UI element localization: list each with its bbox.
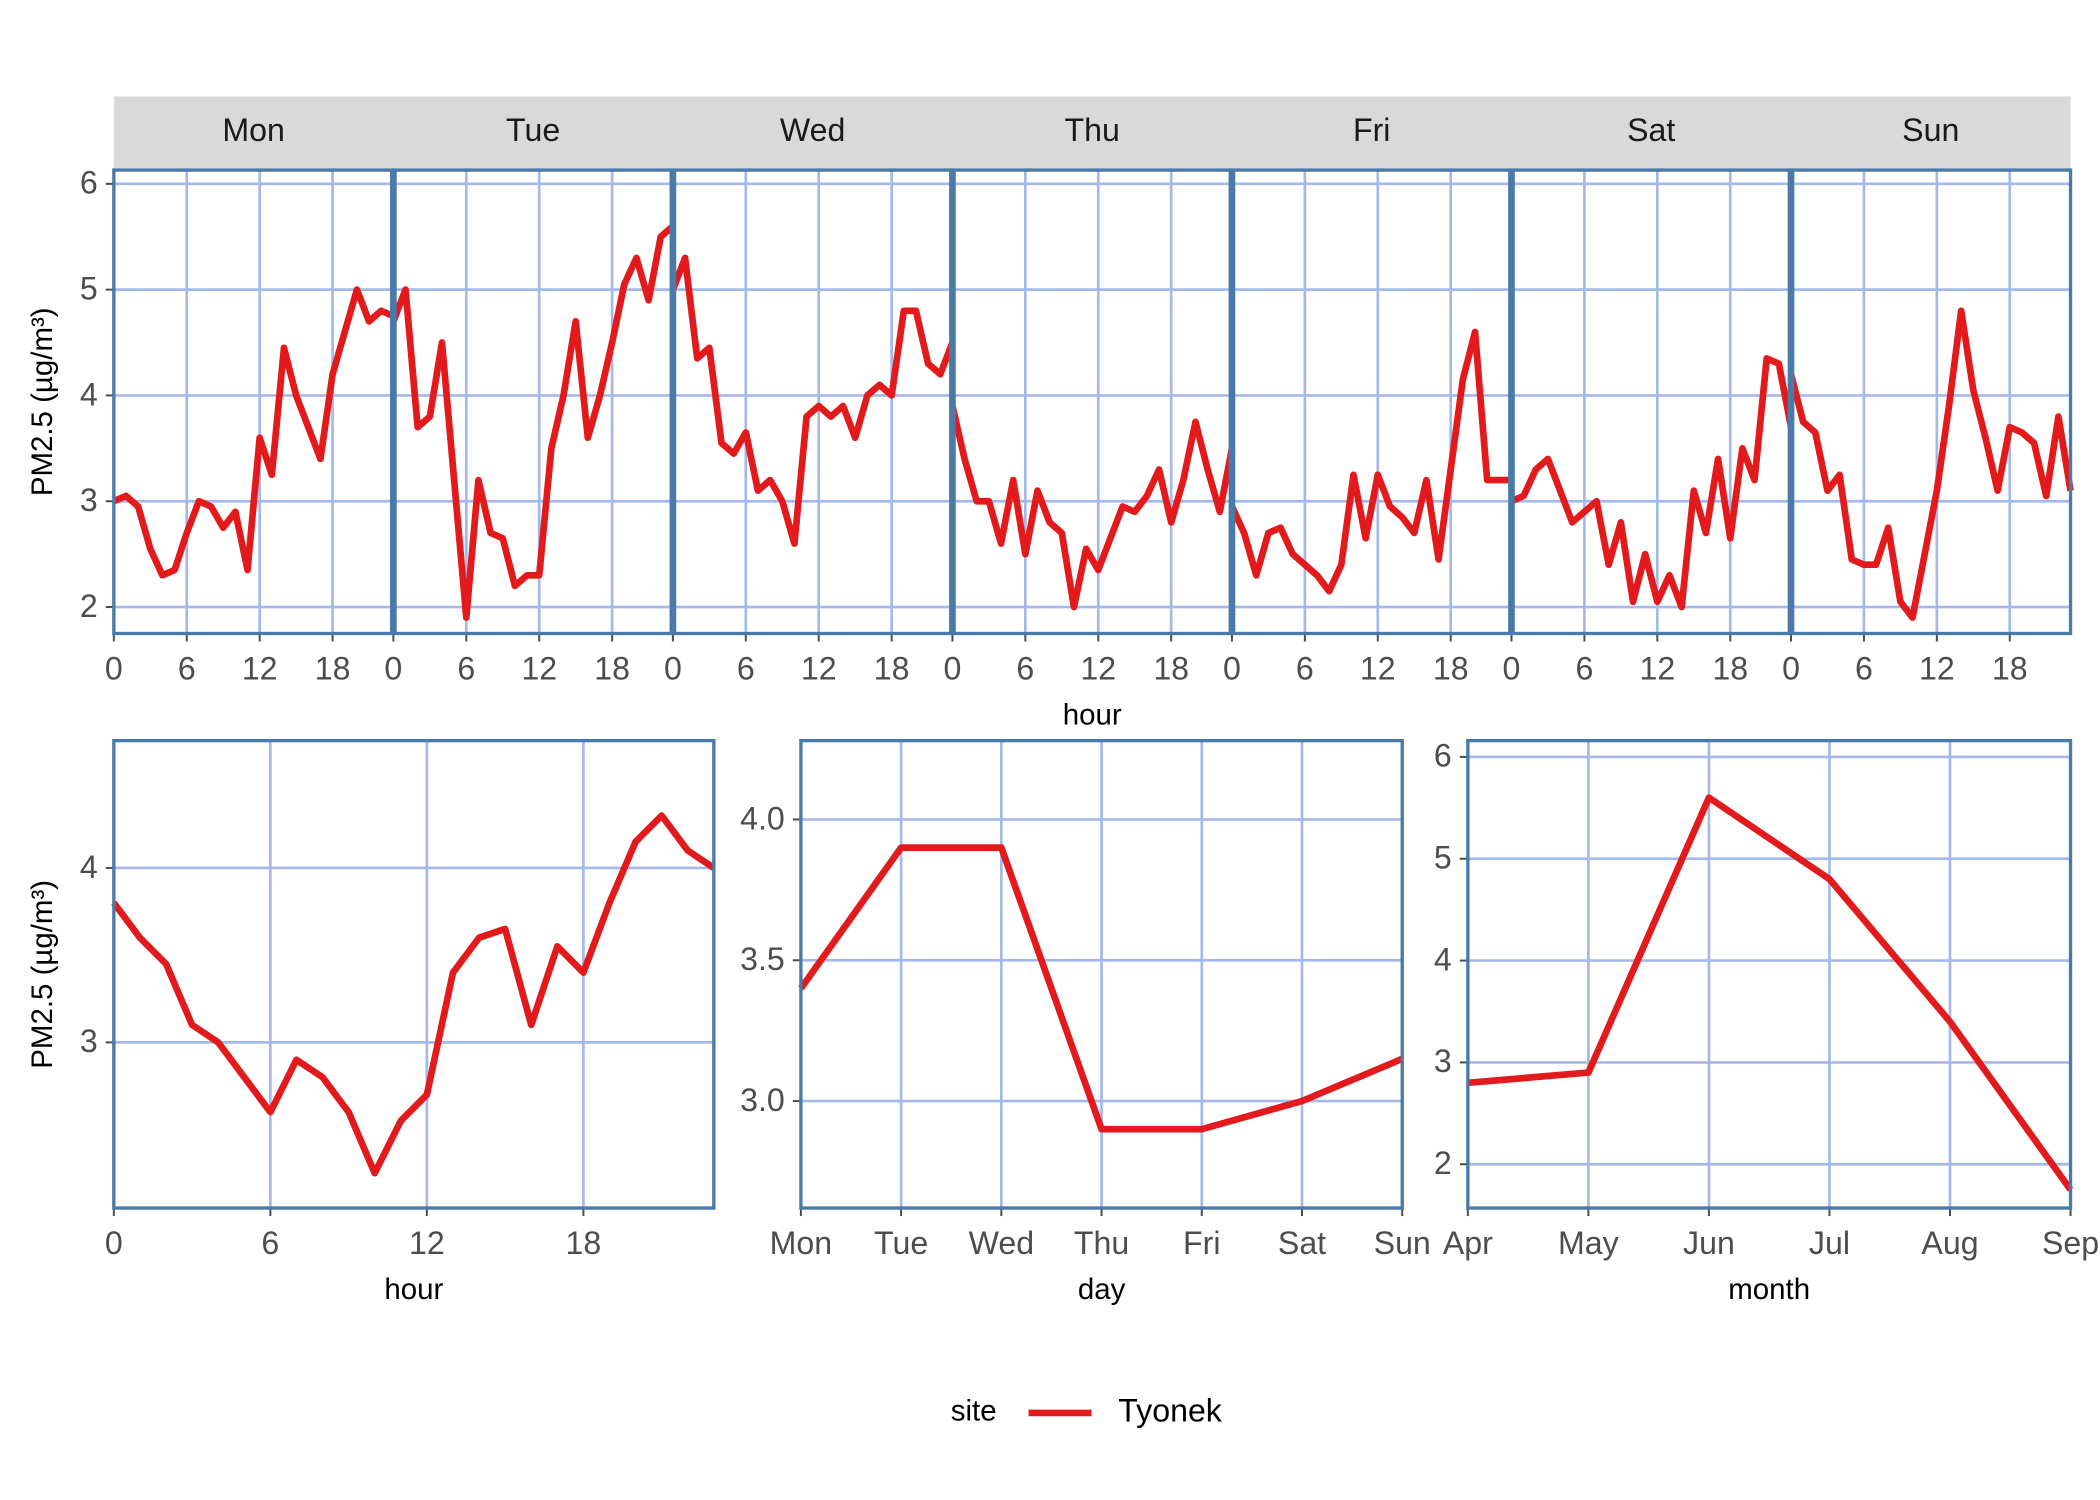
strip-label: Sat <box>1627 112 1675 148</box>
x-tick-label: 12 <box>801 650 837 686</box>
strip-label: Tue <box>506 112 560 148</box>
x-tick-label: Sat <box>1278 1225 1326 1261</box>
x-axis-title: hour <box>1063 698 1122 731</box>
x-tick-label: 0 <box>943 650 961 686</box>
line <box>390 223 676 621</box>
x-tick-label: 6 <box>737 650 755 686</box>
y-tick-label: 3.5 <box>740 941 785 977</box>
x-tick-label: 6 <box>1855 650 1873 686</box>
strip <box>113 96 394 169</box>
line <box>798 844 1404 1133</box>
x-tick-label: 6 <box>1575 650 1593 686</box>
line <box>949 405 1236 611</box>
x-tick-label: Fri <box>1183 1225 1220 1261</box>
x-tick-label: 18 <box>1153 650 1189 686</box>
y-tick-label: 2 <box>80 588 98 624</box>
x-tick-label: 6 <box>178 650 196 686</box>
y-tick-label: 5 <box>80 270 98 306</box>
x-tick-label: 12 <box>1360 650 1396 686</box>
line <box>1228 328 1512 595</box>
x-tick-label: Tue <box>874 1225 928 1261</box>
y-tick-label: 3 <box>80 1023 98 1059</box>
y-axis-title: PM2.5 (µg/m³) <box>26 307 59 496</box>
x-tick-label: Jul <box>1809 1225 1850 1261</box>
strip <box>672 96 953 169</box>
x-tick-label: 0 <box>664 650 682 686</box>
y-tick-label: 6 <box>1434 738 1452 774</box>
strip-label: Wed <box>780 112 845 148</box>
line <box>112 286 395 579</box>
x-tick-label: 6 <box>261 1225 279 1261</box>
legend-title: site <box>951 1395 997 1428</box>
strip <box>1791 96 2071 169</box>
x-tick-label: May <box>1558 1225 1619 1261</box>
y-tick-label: 3 <box>80 482 98 518</box>
x-tick-label: 12 <box>1080 650 1116 686</box>
x-tick-label: Thu <box>1074 1225 1129 1261</box>
x-tick-label: 18 <box>1433 650 1469 686</box>
x-tick-label: Wed <box>969 1225 1034 1261</box>
x-tick-label: 0 <box>105 650 123 686</box>
x-axis-title: month <box>1728 1273 1810 1306</box>
y-tick-label: 4.0 <box>740 800 785 836</box>
panel-border <box>112 738 716 1210</box>
y-tick-label: 6 <box>80 165 98 201</box>
x-tick-label: 12 <box>409 1225 445 1261</box>
x-tick-label: 0 <box>1223 650 1241 686</box>
line <box>1467 794 2074 1192</box>
panel-border <box>1466 738 2073 1210</box>
strip <box>1511 96 1792 169</box>
panel-border <box>799 738 1404 1210</box>
x-tick-label: Sun <box>1374 1225 1431 1261</box>
x-tick-label: Aug <box>1921 1225 1978 1261</box>
line <box>111 812 716 1177</box>
x-tick-label: 18 <box>1712 650 1748 686</box>
y-tick-label: 4 <box>80 376 98 412</box>
line <box>1510 355 1795 611</box>
y-tick-label: 3 <box>1434 1043 1452 1079</box>
x-tick-label: 18 <box>315 650 351 686</box>
y-axis-title: PM2.5 (µg/m³) <box>26 880 59 1069</box>
strip-label: Thu <box>1065 112 1120 148</box>
x-tick-label: Mon <box>770 1225 833 1261</box>
x-tick-label: Jun <box>1683 1225 1735 1261</box>
x-tick-label: 0 <box>105 1225 123 1261</box>
strip <box>952 96 1232 169</box>
x-tick-label: 18 <box>874 650 910 686</box>
y-tick-label: 4 <box>1434 941 1452 977</box>
strip-label: Sun <box>1902 112 1959 148</box>
line <box>1787 307 2074 621</box>
y-tick-label: 4 <box>80 849 98 885</box>
x-tick-label: 12 <box>521 650 557 686</box>
y-tick-label: 5 <box>1434 840 1452 876</box>
x-axis-title: hour <box>384 1273 443 1306</box>
y-tick-label: 2 <box>1434 1145 1452 1181</box>
line <box>669 254 956 547</box>
x-tick-label: 12 <box>1919 650 1955 686</box>
legend-label: Tyonek <box>1118 1392 1223 1428</box>
x-tick-label: Apr <box>1443 1225 1493 1261</box>
strip <box>1231 96 1512 169</box>
x-tick-label: 18 <box>594 650 630 686</box>
x-tick-label: 12 <box>242 650 278 686</box>
strip-label: Fri <box>1353 112 1390 148</box>
x-tick-label: 18 <box>566 1225 602 1261</box>
x-tick-label: 0 <box>384 650 402 686</box>
strip <box>393 96 673 169</box>
y-tick-label: 3.0 <box>740 1082 785 1118</box>
x-tick-label: Sep <box>2042 1225 2099 1261</box>
strip-label: Mon <box>222 112 285 148</box>
x-tick-label: 6 <box>457 650 475 686</box>
x-tick-label: 18 <box>1992 650 2028 686</box>
x-tick-label: 6 <box>1296 650 1314 686</box>
x-tick-label: 12 <box>1639 650 1675 686</box>
x-axis-title: day <box>1078 1273 1126 1306</box>
x-tick-label: 6 <box>1016 650 1034 686</box>
x-tick-label: 0 <box>1782 650 1800 686</box>
x-tick-label: 0 <box>1503 650 1521 686</box>
